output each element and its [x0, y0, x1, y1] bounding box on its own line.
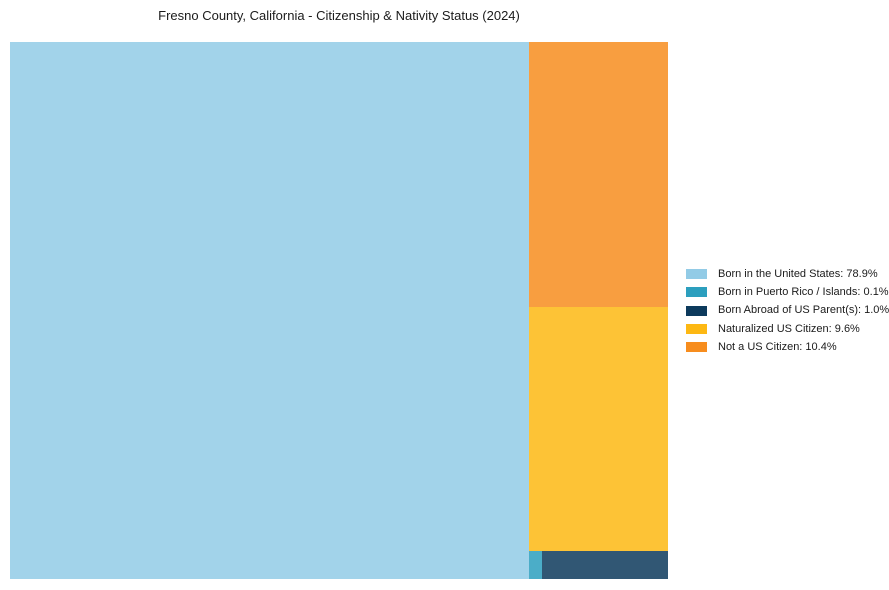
legend-item-born-in-puerto-rico: Born in Puerto Rico / Islands: 0.1% — [686, 283, 889, 301]
legend-label-naturalized-us-citizen: Naturalized US Citizen: 9.6% — [718, 322, 860, 335]
treemap-rect-naturalized-us-citizen — [529, 306, 668, 551]
treemap-bottom-row — [529, 550, 668, 579]
legend-swatch-naturalized-us-citizen — [686, 324, 707, 335]
treemap-rect-born-in-us — [10, 42, 530, 579]
legend-item-naturalized-us-citizen: Naturalized US Citizen: 9.6% — [686, 320, 889, 338]
treemap-rect-born-abroad-us-parents — [541, 550, 668, 579]
treemap-right-column — [529, 42, 668, 579]
treemap-rect-born-in-puerto-rico — [529, 550, 542, 579]
legend-item-born-in-us: Born in the United States: 78.9% — [686, 265, 889, 283]
legend-label-born-in-us: Born in the United States: 78.9% — [718, 267, 878, 280]
legend-label-born-abroad-us-parents: Born Abroad of US Parent(s): 1.0% — [718, 304, 889, 317]
legend-label-born-in-puerto-rico: Born in Puerto Rico / Islands: 0.1% — [718, 285, 889, 298]
treemap-rect-not-a-us-citizen — [529, 42, 668, 307]
legend-swatch-not-a-us-citizen — [686, 342, 707, 353]
legend-swatch-born-in-puerto-rico — [686, 287, 707, 298]
legend-swatch-born-in-us — [686, 269, 707, 280]
chart-title: Fresno County, California - Citizenship … — [158, 8, 520, 23]
legend-item-born-abroad-us-parents: Born Abroad of US Parent(s): 1.0% — [686, 302, 889, 320]
legend-label-not-a-us-citizen: Not a US Citizen: 10.4% — [718, 340, 837, 353]
treemap-plot — [10, 42, 668, 579]
legend: Born in the United States: 78.9% Born in… — [686, 265, 889, 356]
legend-item-not-a-us-citizen: Not a US Citizen: 10.4% — [686, 338, 889, 356]
legend-swatch-born-abroad-us-parents — [686, 305, 707, 316]
